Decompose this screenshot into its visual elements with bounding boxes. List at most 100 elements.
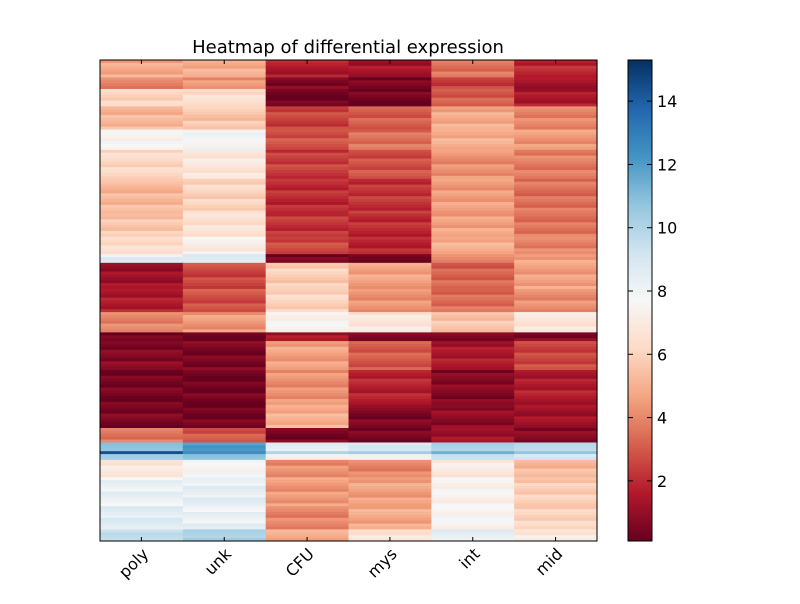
heatmap-cell xyxy=(182,103,267,107)
heatmap-cell xyxy=(100,526,184,531)
heatmap-cell xyxy=(265,323,350,328)
heatmap-cell xyxy=(182,112,267,116)
heatmap-cell xyxy=(431,491,515,496)
heatmap-cell xyxy=(182,170,267,174)
heatmap-cell xyxy=(265,190,350,194)
heatmap-cell xyxy=(100,416,184,420)
heatmap-cell xyxy=(348,332,432,336)
heatmap-cell xyxy=(265,262,350,267)
heatmap-cell xyxy=(100,378,184,383)
heatmap-cell xyxy=(348,112,432,116)
heatmap-cell xyxy=(265,181,350,186)
heatmap-cell xyxy=(348,317,432,322)
heatmap-cell xyxy=(182,294,267,299)
x-tick-label: unk xyxy=(201,544,236,579)
heatmap-cell xyxy=(431,222,515,226)
heatmap-cell xyxy=(182,332,267,336)
heatmap-cell xyxy=(514,74,598,78)
heatmap-cell xyxy=(431,456,515,461)
heatmap-cell xyxy=(348,80,432,84)
heatmap-cell xyxy=(100,529,184,533)
heatmap-cell xyxy=(431,401,515,406)
heatmap-cell xyxy=(431,164,515,168)
heatmap-cell xyxy=(182,138,267,142)
heatmap-cell xyxy=(182,88,267,93)
heatmap-cell xyxy=(265,393,350,397)
heatmap-cell xyxy=(100,77,184,81)
heatmap-cell xyxy=(514,312,598,316)
heatmap-cell xyxy=(431,245,515,249)
heatmap-cell xyxy=(182,352,267,357)
heatmap-cell xyxy=(431,517,515,522)
heatmap-cell xyxy=(182,474,267,478)
heatmap-cell xyxy=(431,257,515,261)
heatmap-cell xyxy=(348,468,432,473)
heatmap-cell xyxy=(348,242,432,247)
heatmap-cell xyxy=(265,390,350,394)
heatmap-cell xyxy=(182,390,267,394)
heatmap-cell xyxy=(100,219,184,223)
heatmap-cell xyxy=(182,361,267,365)
heatmap-cell xyxy=(431,144,515,148)
heatmap-cell xyxy=(100,326,184,331)
heatmap-cell xyxy=(348,326,432,331)
heatmap-cell xyxy=(100,430,184,435)
heatmap-cell xyxy=(348,512,432,516)
heatmap-cell xyxy=(514,236,598,241)
heatmap-cell xyxy=(431,503,515,507)
heatmap-cell xyxy=(182,401,267,406)
heatmap-cell xyxy=(182,265,267,270)
heatmap-cell xyxy=(182,74,267,78)
heatmap-cell xyxy=(100,341,184,345)
heatmap-cell xyxy=(514,532,598,536)
heatmap-cell xyxy=(431,312,515,316)
heatmap-cell xyxy=(100,265,184,270)
heatmap-cell xyxy=(100,283,184,287)
heatmap-cell xyxy=(100,436,184,441)
heatmap-cell xyxy=(431,306,515,310)
heatmap-cell xyxy=(265,384,350,389)
heatmap-cell xyxy=(431,71,515,76)
heatmap-cell xyxy=(182,346,267,351)
heatmap-cell xyxy=(348,477,432,481)
heatmap-cell xyxy=(514,262,598,267)
heatmap-cell xyxy=(100,393,184,397)
heatmap-cell xyxy=(514,456,598,461)
heatmap-cell xyxy=(265,245,350,249)
heatmap-cell xyxy=(100,346,184,351)
heatmap-cell xyxy=(514,280,598,284)
heatmap-cell xyxy=(182,291,267,296)
heatmap-cell xyxy=(265,65,350,70)
heatmap-cell xyxy=(265,306,350,310)
heatmap-cell xyxy=(265,115,350,119)
heatmap-cell xyxy=(182,433,267,438)
heatmap-cell xyxy=(431,410,515,415)
heatmap-cell xyxy=(348,529,432,533)
heatmap-cell xyxy=(182,306,267,310)
heatmap-cell xyxy=(431,381,515,386)
heatmap-cell xyxy=(348,213,432,218)
heatmap-cell xyxy=(265,309,350,313)
heatmap-cell xyxy=(182,257,267,261)
heatmap-cell xyxy=(265,312,350,316)
heatmap-cell xyxy=(100,532,184,536)
heatmap-cell xyxy=(431,352,515,357)
heatmap-cell xyxy=(265,526,350,531)
heatmap-cell xyxy=(100,144,184,148)
heatmap-cell xyxy=(514,88,598,93)
heatmap-cell xyxy=(514,485,598,490)
heatmap-cell xyxy=(348,109,432,113)
heatmap-cell xyxy=(514,416,598,420)
heatmap-cell xyxy=(431,427,515,432)
heatmap-cell xyxy=(182,149,267,154)
heatmap-cell xyxy=(514,245,598,249)
heatmap-cell xyxy=(431,309,515,313)
heatmap-cell xyxy=(265,349,350,354)
heatmap-cell xyxy=(182,419,267,423)
heatmap-cell xyxy=(100,381,184,386)
heatmap-cell xyxy=(348,83,432,87)
heatmap-cell xyxy=(431,132,515,136)
heatmap-cell xyxy=(431,265,515,270)
x-tick-label: mys xyxy=(364,544,401,581)
heatmap-cell xyxy=(514,303,598,307)
